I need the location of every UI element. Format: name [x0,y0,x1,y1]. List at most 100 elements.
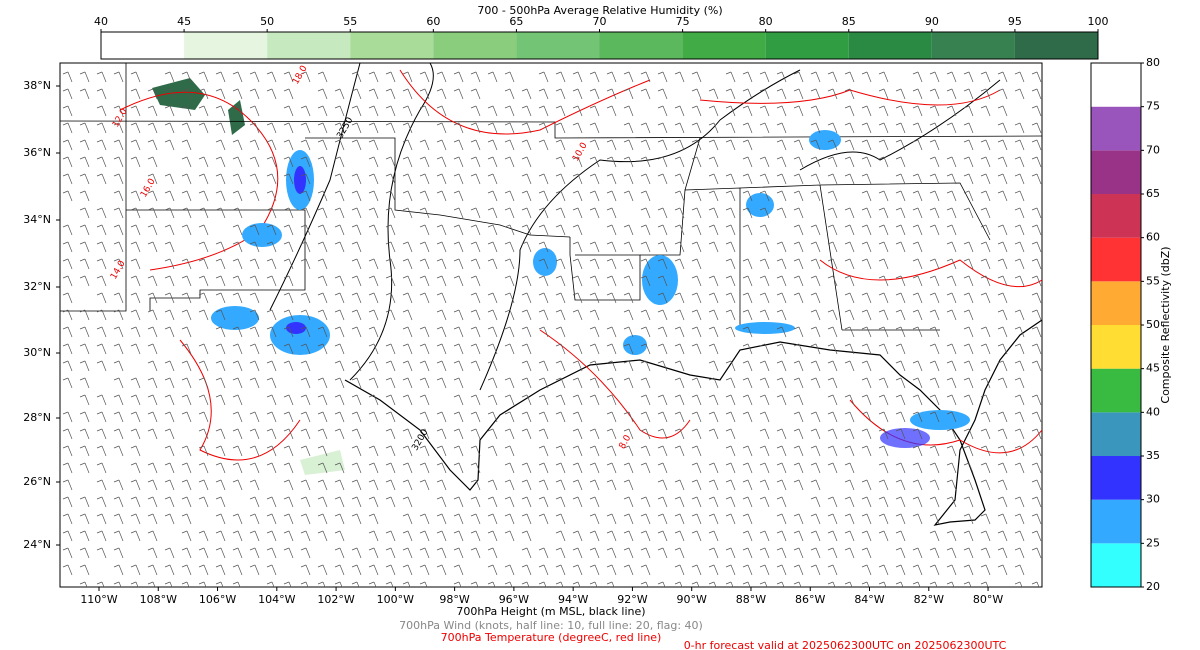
wind-barb [232,207,243,219]
wind-barb [861,292,872,304]
wind-barb [283,581,292,587]
wind-barb [62,479,73,491]
wind-barb [1031,292,1042,304]
wind-barb [1031,88,1042,100]
wind-barb [946,411,957,423]
wind-barb [402,496,413,508]
wind-barb [793,88,804,100]
wind-barb [538,105,549,117]
wind-barb [929,513,940,525]
wind-barb [1014,581,1023,587]
wind-barb [521,428,532,440]
wind-barb [980,411,991,423]
wind-barb [946,394,957,406]
wind-barb [334,343,345,355]
wind-barb [487,190,498,202]
wind-barb [742,275,753,287]
wind-barb [742,445,753,457]
wind-barb [249,360,260,372]
wind-barb [419,513,430,525]
wind-barb [929,207,940,219]
wind-barb [62,513,73,525]
wind-barb [470,224,481,236]
wind-barb [776,275,787,287]
wind-barb [589,326,600,338]
wind-barb [232,71,243,83]
wind-barb [946,88,957,100]
wind-barb [470,275,481,287]
wind-barb [79,564,90,576]
rh-color-segment [350,32,434,59]
wind-barb [317,122,328,134]
wind-barb [538,326,549,338]
wind-barb [453,258,464,270]
wind-barb [929,343,940,355]
wind-barb [912,394,923,406]
wind-barb [555,122,566,134]
wind-barb [198,207,209,219]
wind-barb [810,275,821,287]
wind-barb [249,156,260,168]
wind-barb [895,564,906,576]
wind-barb [249,241,260,253]
wind-barb [793,224,804,236]
lat-label: 26°N [23,475,51,488]
wind-barb [759,122,770,134]
wind-barb [504,156,515,168]
wind-barb [79,156,90,168]
wind-barb [640,547,651,559]
wind-barb [912,547,923,559]
wind-barb [589,462,600,474]
wind-barb [861,139,872,151]
wind-barb [130,326,141,338]
wind-barb [1014,377,1025,389]
wind-barb [555,581,564,587]
wind-barb [368,122,379,134]
wind-barb [521,207,532,219]
wind-barb [147,581,156,587]
lat-label: 30°N [23,346,51,359]
wind-barb [1031,360,1042,372]
wind-barb [283,156,294,168]
wind-barb [640,360,651,372]
wind-barb [861,513,872,525]
wind-barb [912,411,923,423]
wind-barb [538,394,549,406]
rh-color-segment [1014,32,1098,59]
wind-barb [980,530,991,542]
wind-barb [606,292,617,304]
wind-barb [419,105,430,117]
wind-barb [844,411,855,423]
wind-barb [79,496,90,508]
wind-barb [1014,530,1025,542]
lon-label: 88°W [736,593,766,606]
wind-barb [215,139,226,151]
wind-barb [946,530,957,542]
wind-barb [963,326,974,338]
wind-barb [878,513,889,525]
wind-barb [793,581,802,587]
wind-barb [912,462,923,474]
wind-barb [419,360,430,372]
wind-barb [368,190,379,202]
wind-barb [351,513,362,525]
wind-barb [130,343,141,355]
wind-barb [334,479,345,491]
wind-barb [198,445,209,457]
reflectivity-color-segment [1091,499,1141,544]
wind-barb [334,275,345,287]
wind-barb [929,479,940,491]
wind-barb [980,581,989,587]
wind-barb [1031,173,1042,185]
wind-barb [504,258,515,270]
wind-barb [657,105,668,117]
wind-barb [198,428,209,440]
wind-barb [572,564,583,576]
wind-barb [946,71,957,83]
wind-barb [521,309,532,321]
wind-barb [691,292,702,304]
wind-barb [419,411,430,423]
rh-color-segment [682,32,766,59]
wind-barb [487,139,498,151]
wind-barb [79,207,90,219]
